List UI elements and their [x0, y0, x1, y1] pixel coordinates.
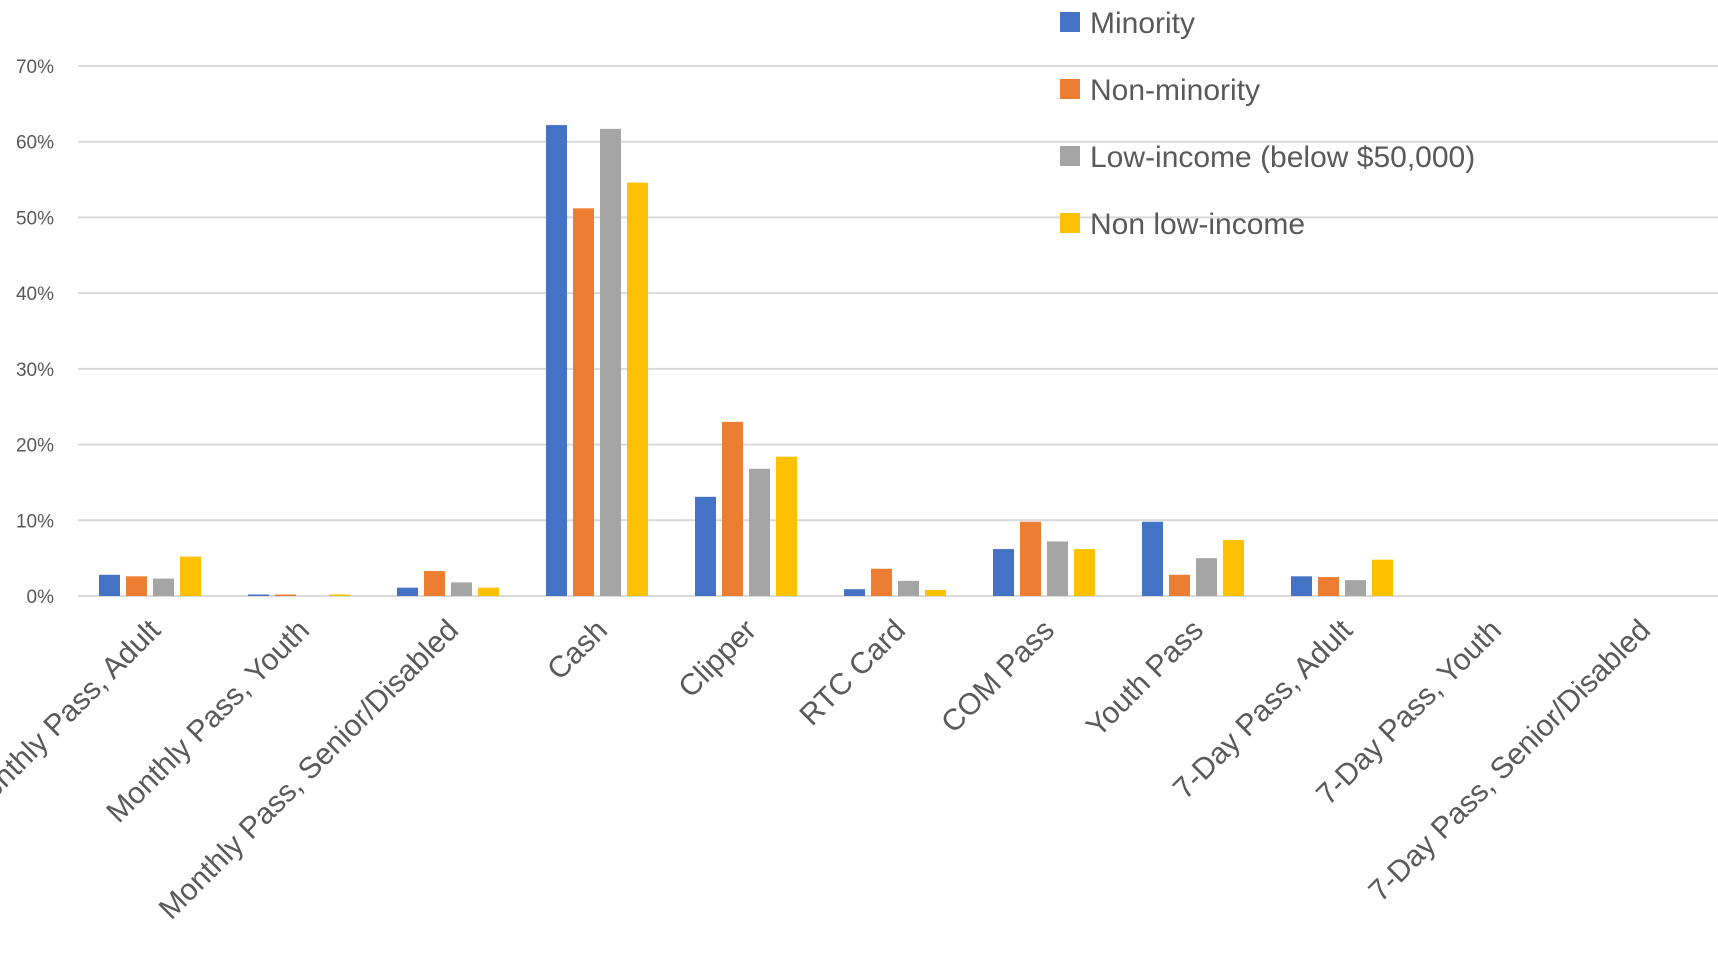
x-tick-label: Youth Pass	[1080, 614, 1210, 744]
bar	[925, 589, 946, 596]
legend: Minority Non-minority Low-income (below $5…	[1060, 7, 1475, 241]
bar	[600, 128, 621, 597]
bar	[695, 496, 716, 596]
legend-item: Low-income (below $50,000)	[1060, 141, 1475, 174]
legend-swatch	[1060, 213, 1080, 233]
y-tick-label: 20%	[16, 436, 54, 457]
y-axis-tick-labels: 0% 10% 20% 30% 40% 50% 60% 70%	[16, 57, 54, 608]
y-tick-label: 30%	[16, 360, 54, 381]
bar	[844, 589, 865, 596]
x-tick-label: Monthly Pass, Senior/Disabled	[153, 614, 465, 926]
bar-group-8	[1291, 559, 1393, 596]
bar-group-3	[546, 125, 648, 597]
bar	[329, 594, 350, 596]
y-tick-label: 70%	[16, 57, 54, 78]
bar	[1074, 549, 1095, 596]
legend-item: Non low-income	[1060, 208, 1305, 241]
y-tick-label: 50%	[16, 208, 54, 229]
legend-label: Non-minority	[1090, 74, 1260, 107]
bar	[776, 456, 797, 596]
bar	[1196, 558, 1217, 596]
bar	[1169, 574, 1190, 596]
bar	[993, 549, 1014, 596]
bar	[1223, 539, 1244, 596]
x-tick-label: 7-Day Pass, Senior/Disabled	[1362, 614, 1657, 909]
gridlines	[78, 65, 1718, 597]
bar	[99, 574, 120, 596]
bar	[275, 594, 296, 596]
bar	[871, 568, 892, 596]
bar	[546, 125, 567, 597]
x-tick-label: Cash	[541, 614, 614, 687]
x-tick-label: Clipper	[672, 614, 763, 705]
bar	[126, 576, 147, 596]
bar	[451, 582, 472, 596]
bar	[1345, 580, 1366, 596]
bar-group-1	[248, 594, 350, 596]
bar	[627, 182, 648, 596]
bar-group-2	[397, 571, 499, 596]
bar	[1047, 541, 1068, 596]
bar	[1142, 521, 1163, 596]
bar-group-0	[99, 556, 201, 596]
legend-label: Non low-income	[1090, 208, 1305, 241]
bar	[1291, 576, 1312, 596]
legend-swatch	[1060, 12, 1080, 32]
bars	[99, 125, 1393, 597]
bar	[898, 580, 919, 596]
x-tick-label: COM Pass	[935, 614, 1061, 740]
bar	[1372, 559, 1393, 596]
bar	[153, 578, 174, 596]
bar	[722, 421, 743, 596]
legend-swatch	[1060, 79, 1080, 99]
bar-group-6	[993, 521, 1095, 596]
legend-item: Non-minority	[1060, 74, 1260, 107]
bar	[478, 587, 499, 596]
bar-group-7	[1142, 521, 1244, 596]
bar	[573, 208, 594, 597]
y-tick-label: 10%	[16, 511, 54, 532]
legend-label: Minority	[1090, 7, 1195, 40]
bar	[180, 556, 201, 596]
y-tick-label: 40%	[16, 284, 54, 305]
bar	[397, 587, 418, 596]
bar	[749, 468, 770, 596]
legend-item: Minority	[1060, 7, 1195, 40]
bar-group-4	[695, 421, 797, 596]
legend-swatch	[1060, 146, 1080, 166]
x-tick-label: RTC Card	[794, 614, 912, 732]
bar	[1020, 521, 1041, 596]
y-tick-label: 0%	[27, 587, 55, 608]
legend-label: Low-income (below $50,000)	[1090, 141, 1475, 174]
bar	[424, 571, 445, 596]
bar-group-5	[844, 568, 946, 596]
y-tick-label: 60%	[16, 133, 54, 154]
bar	[248, 594, 269, 596]
bar	[1318, 577, 1339, 596]
